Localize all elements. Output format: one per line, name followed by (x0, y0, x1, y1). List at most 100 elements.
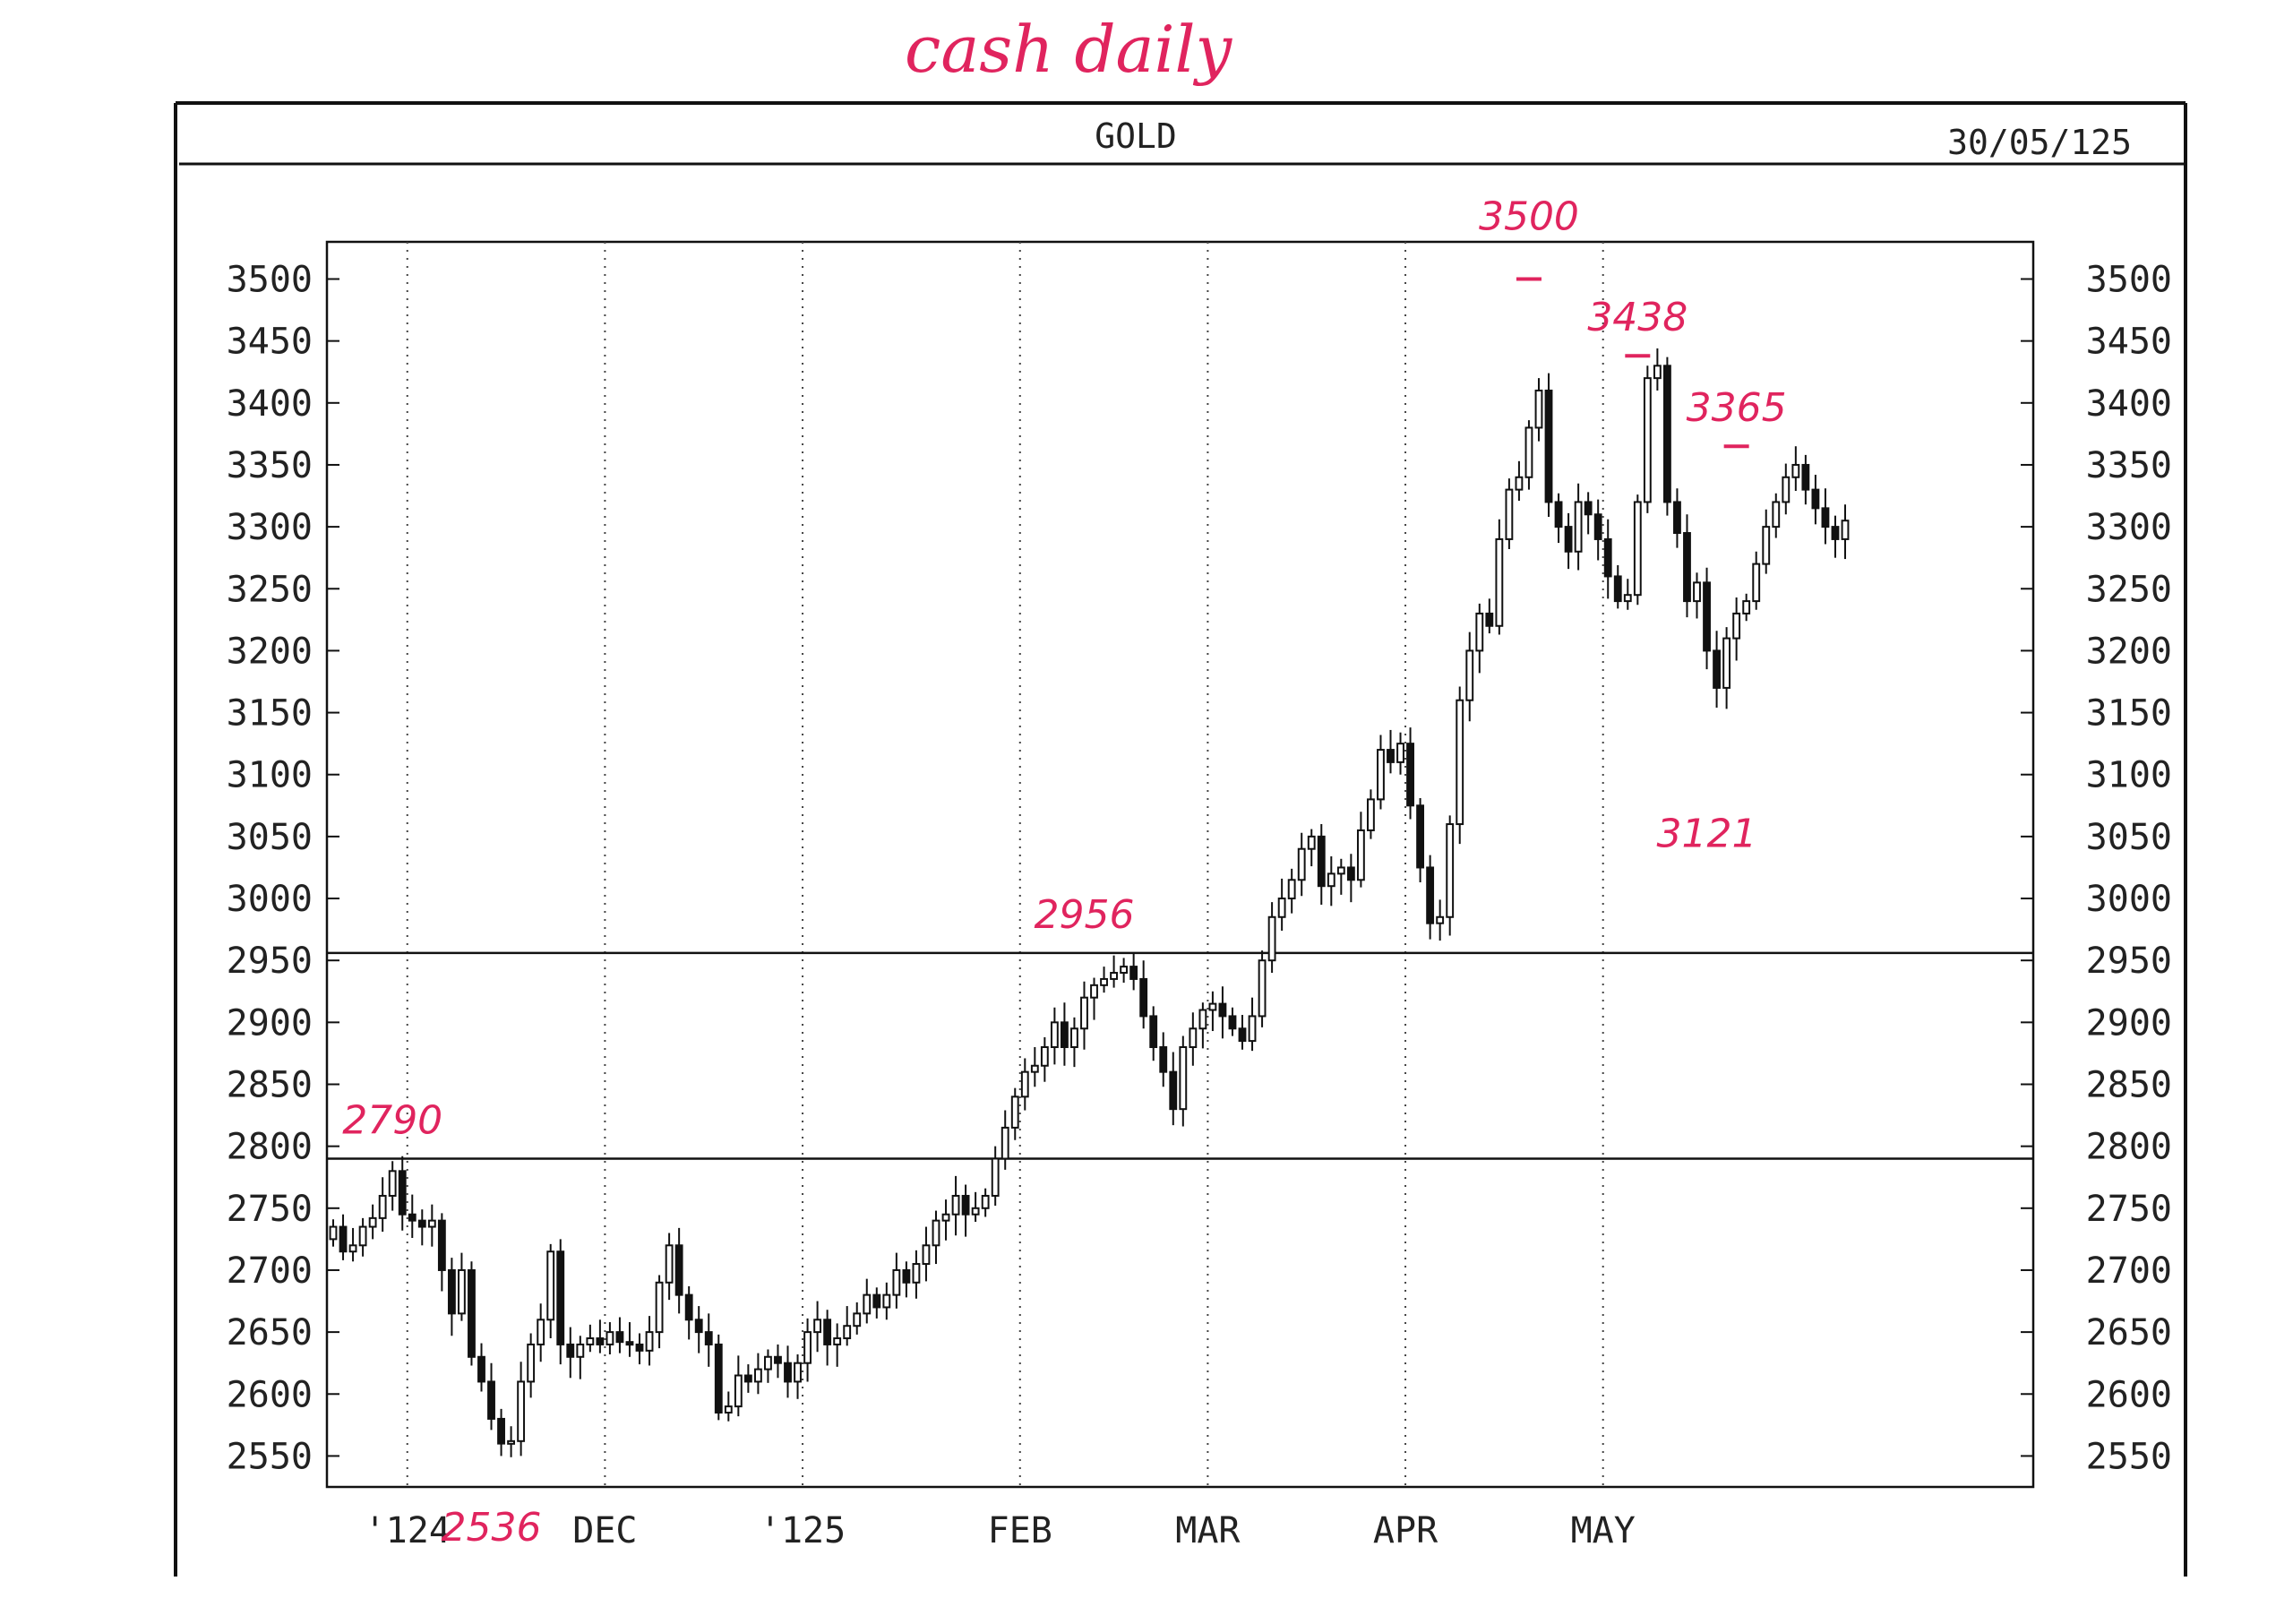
candle-up (951, 1194, 960, 1216)
candle-down (1139, 977, 1148, 1018)
price-annotation: 3121 (1657, 812, 1757, 857)
candle-up (1396, 743, 1404, 763)
x-axis: '124 DEC '125 FEB MAR APR MAY (365, 1510, 1636, 1551)
candle-up (576, 1343, 585, 1358)
candle-up (1475, 612, 1484, 652)
candle-down (1713, 649, 1721, 689)
candle-up (1732, 612, 1741, 640)
candle-down (1317, 835, 1326, 888)
candle-up (1258, 959, 1267, 1018)
candle-up (458, 1268, 466, 1315)
candle-down (625, 1341, 634, 1346)
candle-up (1198, 1009, 1207, 1030)
candle-down (635, 1343, 644, 1352)
price-annotation: 3365 (1687, 385, 1787, 431)
candle-up (1327, 872, 1335, 888)
candle-up (329, 1225, 338, 1241)
candle-up (941, 1213, 950, 1222)
candle-down (1603, 537, 1612, 578)
candle-down (1346, 866, 1355, 881)
candle-up (1574, 501, 1583, 553)
price-annotation: 2956 (1034, 892, 1134, 938)
candle-up (794, 1362, 802, 1383)
candle-down (1593, 513, 1602, 540)
y-tick-label: 3100 (227, 755, 313, 796)
candle-up (1653, 365, 1662, 380)
y-axis-right: 3500 3450 3400 3350 3300 3250 3200 3150 3100 3050… (2021, 259, 2172, 1477)
candle-up (1287, 879, 1296, 900)
candle-up (348, 1244, 357, 1253)
candle-up (665, 1244, 674, 1284)
candle-up (892, 1268, 901, 1296)
candle-down (1584, 501, 1593, 516)
price-annotation: 3438 (1587, 295, 1688, 340)
candle-down (1060, 1021, 1069, 1049)
candle-up (1100, 977, 1108, 986)
candle-up (1267, 915, 1276, 962)
candle-up (764, 1355, 772, 1371)
candle-up (1179, 1046, 1188, 1111)
y-tick-label: 3500 (227, 259, 313, 300)
y-tick-label: 2900 (227, 1002, 313, 1044)
x-tick-label: APR (1373, 1510, 1438, 1551)
y-tick-label: 2800 (2086, 1127, 2172, 1168)
candle-up (1762, 526, 1771, 565)
candle-down (596, 1337, 605, 1345)
y-tick-label: 3450 (227, 322, 313, 363)
y-tick-label: 2950 (227, 941, 313, 982)
candle-up (1297, 847, 1306, 881)
candle-down (1801, 463, 1810, 491)
candle-up (843, 1325, 852, 1340)
y-tick-label: 2650 (2086, 1312, 2172, 1353)
candle-down (1811, 488, 1820, 510)
candle-down (1564, 526, 1573, 553)
candle-up (922, 1244, 931, 1266)
candle-up (1693, 581, 1701, 603)
candle-down (1821, 507, 1830, 528)
candle-up (1277, 898, 1286, 918)
candle-down (1683, 532, 1691, 603)
y-tick-label: 3150 (2086, 693, 2172, 735)
candle-up (517, 1380, 526, 1442)
candle-down (1831, 526, 1840, 540)
level-lines (327, 951, 2033, 1160)
candle-down (872, 1293, 881, 1309)
candle-down (1426, 866, 1435, 924)
candle-down (468, 1268, 476, 1358)
candle-down (1238, 1027, 1247, 1043)
candle-up (1752, 563, 1761, 603)
candle-up (803, 1331, 812, 1364)
candle-up (378, 1194, 387, 1219)
candle-up (605, 1331, 614, 1345)
candle-down (1159, 1046, 1168, 1073)
y-tick-label: 2900 (2086, 1002, 2172, 1044)
y-tick-label: 2950 (2086, 941, 2172, 982)
candle-up (1001, 1126, 1009, 1160)
y-tick-label: 3000 (2086, 879, 2172, 920)
candle-down (1554, 501, 1563, 528)
candle-down (1228, 1015, 1237, 1030)
candle-up (1120, 966, 1129, 975)
candle-up (1070, 1027, 1078, 1049)
y-tick-label: 3250 (227, 569, 313, 610)
candle-down (1662, 365, 1671, 503)
candle-up (1446, 823, 1455, 918)
candle-down (1387, 749, 1395, 763)
candle-up (1030, 1064, 1039, 1073)
candle-up (1742, 600, 1751, 614)
candle-down (1613, 575, 1622, 603)
y-tick-label: 2600 (2086, 1374, 2172, 1415)
y-tick-label: 2750 (227, 1189, 313, 1230)
candle-up (358, 1225, 367, 1247)
candle-up (507, 1439, 516, 1445)
candle-down (437, 1219, 446, 1271)
candle-up (1307, 835, 1316, 850)
candle-up (734, 1374, 743, 1408)
y-tick-label: 3400 (227, 383, 313, 425)
candle-down (902, 1268, 911, 1284)
candle-up (1436, 915, 1445, 924)
candle-up (546, 1250, 555, 1321)
candle-down (447, 1268, 456, 1315)
y-tick-label: 2700 (227, 1250, 313, 1292)
candle-down (1673, 501, 1681, 535)
